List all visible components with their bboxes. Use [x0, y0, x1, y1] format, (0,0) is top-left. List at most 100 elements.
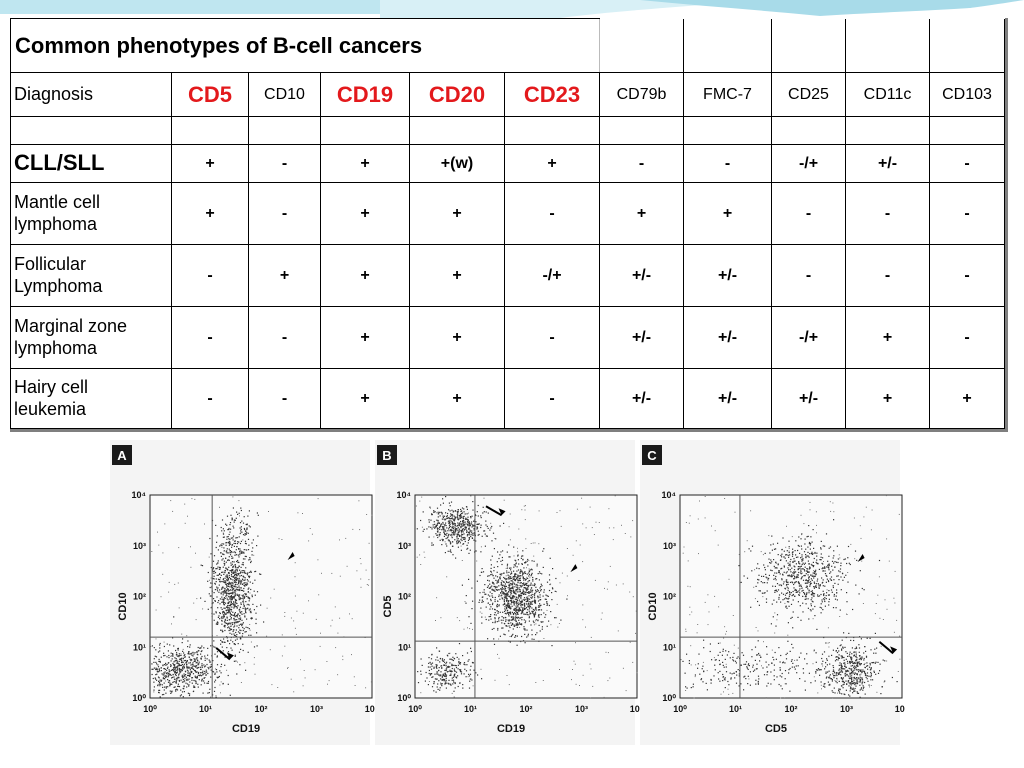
- event-dot: [240, 629, 242, 632]
- event-dot: [457, 512, 459, 514]
- arrow-indicator: [215, 647, 231, 661]
- event-dot: [447, 550, 449, 552]
- event-dot: [789, 569, 791, 571]
- event-dot: [243, 590, 245, 592]
- event-dot: [476, 527, 479, 529]
- event-dot: [269, 649, 271, 651]
- event-dot: [223, 599, 225, 601]
- event-dot: [213, 592, 215, 594]
- event-dot: [524, 642, 526, 644]
- event-dot: [512, 581, 514, 583]
- event-dot: [845, 666, 847, 668]
- event-dot: [491, 628, 493, 630]
- event-dot: [451, 516, 453, 518]
- event-dot: [542, 550, 544, 552]
- event-dot: [457, 538, 459, 540]
- event-dot: [181, 657, 183, 659]
- event-dot: [520, 592, 522, 594]
- event-dot: [802, 589, 804, 591]
- event-dot: [449, 549, 452, 551]
- event-dot: [234, 635, 237, 637]
- event-dot: [861, 679, 864, 681]
- event-dot: [510, 607, 512, 609]
- event-dot: [223, 590, 225, 592]
- event-dot: [760, 581, 762, 583]
- event-dot: [221, 601, 223, 603]
- event-dot: [526, 603, 528, 605]
- event-dot: [488, 616, 490, 618]
- event-dot: [535, 578, 537, 580]
- event-dot: [774, 591, 776, 593]
- event-dot: [360, 586, 362, 588]
- event-dot: [858, 671, 860, 673]
- event-dot: [439, 675, 441, 677]
- event-dot: [227, 674, 229, 677]
- event-dot: [294, 595, 296, 597]
- event-dot: [512, 612, 514, 615]
- event-dot: [862, 669, 864, 671]
- event-dot: [801, 576, 803, 578]
- event-dot: [456, 539, 458, 541]
- event-dot: [522, 591, 524, 593]
- event-dot: [566, 598, 568, 600]
- event-dot: [470, 535, 472, 538]
- event-dot: [236, 602, 238, 605]
- event-dot: [837, 575, 839, 577]
- event-dot: [178, 677, 180, 679]
- event-dot: [226, 595, 228, 597]
- event-dot: [507, 619, 509, 621]
- event-dot: [217, 578, 220, 580]
- event-dot: [507, 609, 509, 611]
- event-dot: [794, 566, 796, 568]
- event-dot: [229, 598, 231, 600]
- event-dot: [437, 521, 439, 523]
- event-dot: [518, 619, 520, 621]
- event-dot: [460, 508, 462, 511]
- event-dot: [842, 646, 844, 648]
- event-dot: [228, 601, 230, 603]
- event-dot: [625, 690, 627, 692]
- event-dot: [525, 598, 527, 600]
- event-dot: [473, 539, 475, 541]
- event-dot: [449, 510, 451, 512]
- row-label-mantle-cell: Mantle cell lymphoma: [10, 182, 172, 245]
- event-dot: [441, 676, 443, 678]
- event-dot: [512, 601, 514, 603]
- event-dot: [226, 606, 228, 608]
- event-dot: [165, 664, 167, 666]
- event-dot: [770, 544, 772, 546]
- event-dot: [183, 676, 185, 678]
- event-dot: [773, 578, 775, 580]
- event-dot: [352, 528, 354, 530]
- event-dot: [608, 508, 610, 510]
- event-dot: [521, 623, 523, 625]
- marker-header: CD11c: [845, 72, 930, 117]
- event-dot: [539, 594, 541, 596]
- event-dot: [536, 565, 538, 567]
- event-dot: [519, 623, 521, 625]
- event-dot: [191, 679, 193, 681]
- event-dot: [277, 687, 279, 688]
- event-dot: [797, 569, 799, 571]
- event-dot: [832, 649, 834, 651]
- panel-letter: A: [117, 448, 127, 463]
- event-dot: [249, 557, 251, 559]
- event-dot: [238, 541, 240, 543]
- event-dot: [508, 578, 510, 580]
- event-dot: [449, 543, 452, 545]
- event-dot: [201, 650, 203, 652]
- event-dot: [837, 583, 839, 585]
- event-dot: [819, 559, 821, 561]
- event-dot: [315, 618, 317, 620]
- event-dot: [497, 581, 499, 583]
- event-dot: [195, 619, 197, 621]
- event-dot: [198, 679, 200, 681]
- event-dot: [508, 586, 510, 588]
- event-dot: [482, 506, 484, 508]
- event-dot: [538, 543, 540, 545]
- event-dot: [452, 529, 454, 531]
- event-dot: [496, 589, 498, 591]
- event-dot: [220, 544, 222, 546]
- event-dot: [223, 573, 225, 575]
- event-dot: [508, 581, 510, 583]
